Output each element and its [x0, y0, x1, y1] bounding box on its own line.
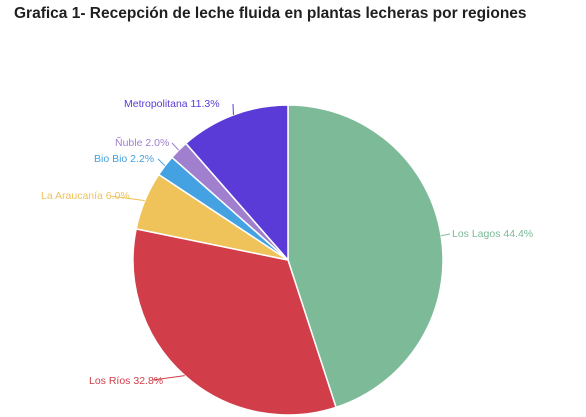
slice-label: Metropolitana 11.3% — [124, 98, 220, 110]
pie-slices — [132, 104, 444, 416]
slice-label: Los Ríos 32.8% — [89, 375, 163, 387]
pie-slice-los-lagos — [287, 104, 444, 409]
leader-line — [440, 233, 451, 237]
chart-title: Grafica 1- Recepción de leche fluida en … — [14, 5, 527, 22]
leader-line — [171, 142, 180, 151]
leader-line — [157, 158, 166, 167]
leader-line — [152, 375, 185, 381]
slice-labels: Los Lagos 44.4% Los Ríos 32.8% La Araucaní… — [41, 98, 533, 387]
pie-slice-metropolitana — [184, 104, 289, 262]
pie-slice-los-ríos — [132, 227, 337, 416]
slice-label: Los Lagos 44.4% — [452, 228, 533, 240]
slice-label: Bio Bio 2.2% — [94, 153, 154, 165]
leader-line — [110, 195, 145, 202]
slice-label: La Araucanía 6.0% — [41, 190, 130, 202]
slice-label: Ñuble 2.0% — [115, 136, 169, 149]
leader-lines — [110, 103, 451, 381]
